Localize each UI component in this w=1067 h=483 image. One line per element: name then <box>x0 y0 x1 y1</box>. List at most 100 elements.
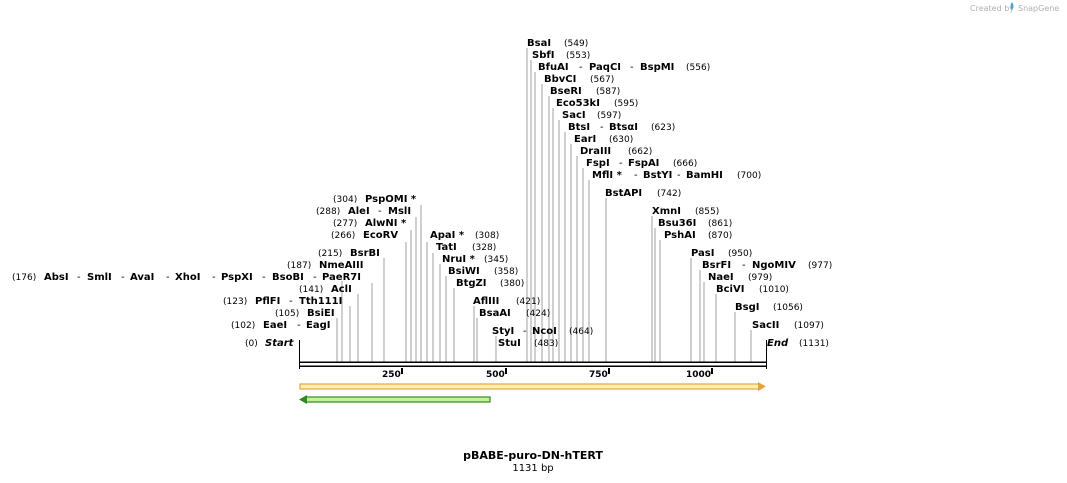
tick-label-1000: 1000 <box>686 370 711 380</box>
site-btsi[interactable]: BtsI - BtsαI (623) <box>568 122 675 133</box>
svg-text:EarI: EarI <box>574 134 596 145</box>
svg-text:-: - <box>262 272 266 283</box>
site-bsrfi[interactable]: BsrFI - NgoMIV (977) <box>702 260 832 271</box>
site-tati[interactable]: TatI (328) <box>436 242 496 253</box>
site-alei[interactable]: (288) AleI - MslI <box>316 206 411 217</box>
site-saci[interactable]: SacI (597) <box>562 110 621 121</box>
site-xmni[interactable]: XmnI (855) <box>652 206 719 217</box>
svg-text:BsgI: BsgI <box>735 302 759 313</box>
tick-500 <box>505 368 507 374</box>
site-pshai[interactable]: PshAI (870) <box>664 230 732 241</box>
svg-text:(277): (277) <box>333 219 357 229</box>
svg-text:(870): (870) <box>708 231 732 241</box>
svg-text:PaeR7I: PaeR7I <box>322 272 361 283</box>
svg-text:(345): (345) <box>484 255 508 265</box>
site-eari[interactable]: EarI (630) <box>574 134 633 145</box>
site-bsrbi[interactable]: (215) BsrBI <box>318 248 380 259</box>
svg-text:BstAPI: BstAPI <box>605 188 642 199</box>
svg-text:Eco53kI: Eco53kI <box>556 98 600 109</box>
svg-text:(662): (662) <box>628 147 652 157</box>
svg-text:(1131): (1131) <box>799 339 829 349</box>
sequence-backbone <box>299 340 767 369</box>
site-bsai[interactable]: BsaI (549) <box>527 38 588 49</box>
svg-text:BsiWI: BsiWI <box>448 266 480 277</box>
site-eco53ki[interactable]: Eco53kI (595) <box>556 98 638 109</box>
site-leader-lines <box>336 48 752 362</box>
site-nrui[interactable]: NruI * (345) <box>442 254 508 265</box>
site-bstapi[interactable]: BstAPI (742) <box>605 188 681 199</box>
svg-text:AclI: AclI <box>331 284 352 295</box>
svg-text:PasI: PasI <box>691 248 714 259</box>
svg-text:(328): (328) <box>472 243 496 253</box>
site-sacii[interactable]: SacII (1097) <box>752 320 824 331</box>
feature-reverse-green[interactable] <box>299 395 491 404</box>
site-pasi[interactable]: PasI (950) <box>691 248 752 259</box>
svg-text:PspOMI *: PspOMI * <box>365 194 417 205</box>
site-styi[interactable]: StyI - NcoI (464) <box>492 326 593 337</box>
site-absi[interactable]: (176) AbsI - SmlI - AvaI - XhoI - PspXI … <box>12 272 361 283</box>
site-pspomi[interactable]: (304) PspOMI * <box>333 194 417 205</box>
site-bcivi[interactable]: BciVI (1010) <box>716 284 789 295</box>
svg-text:XhoI: XhoI <box>175 272 200 283</box>
site-mfli[interactable]: MflI * - BstYI - BamHI (700) <box>592 170 761 181</box>
site-afliii[interactable]: AflIII (421) <box>473 296 540 307</box>
site-bfuai[interactable]: BfuAI - PaqCI - BspMI (556) <box>538 62 710 73</box>
svg-text:(595): (595) <box>614 99 638 109</box>
svg-text:-: - <box>289 296 293 307</box>
site-ecorv[interactable]: (266) EcoRV <box>331 230 398 241</box>
site-bsiei[interactable]: (105) BsiEI <box>275 308 335 319</box>
svg-text:-: - <box>378 206 382 217</box>
svg-text:(556): (556) <box>686 63 710 73</box>
site-eaei[interactable]: (102) EaeI - EagI <box>231 320 330 331</box>
site-bsgi[interactable]: BsgI (1056) <box>735 302 803 313</box>
svg-text:(215): (215) <box>318 249 342 259</box>
svg-text:BsoBI: BsoBI <box>272 272 304 283</box>
snapgene-credit: Created by SnapGene <box>970 2 1059 13</box>
site-naei[interactable]: NaeI (979) <box>708 272 772 283</box>
svg-text:(666): (666) <box>673 159 697 169</box>
tick-1000 <box>711 368 713 374</box>
snapgene-logo-icon <box>1010 2 1014 10</box>
site-btgzi[interactable]: BtgZI (380) <box>456 278 524 289</box>
feature-forward-orange[interactable] <box>299 382 766 391</box>
svg-text:(187): (187) <box>287 261 311 271</box>
site-bsu36i[interactable]: Bsu36I (861) <box>658 218 732 229</box>
site-alwni[interactable]: (277) AlwNI * <box>333 218 407 229</box>
svg-text:(304): (304) <box>333 195 357 205</box>
site-bsaai[interactable]: BsaAI (424) <box>479 308 550 319</box>
svg-text:-: - <box>619 158 623 169</box>
site-bsiwi[interactable]: BsiWI (358) <box>448 266 518 277</box>
ruler: 250 500 750 1000 <box>382 368 713 380</box>
site-end: End (1131) <box>767 338 829 349</box>
svg-text:(977): (977) <box>808 261 832 271</box>
site-fspi[interactable]: FspI - FspAI (666) <box>586 158 697 169</box>
svg-text:BciVI: BciVI <box>716 284 744 295</box>
tick-label-250: 250 <box>382 370 401 380</box>
svg-text:(567): (567) <box>590 75 614 85</box>
svg-text:PflFI: PflFI <box>255 296 280 307</box>
svg-text:StyI: StyI <box>492 326 514 337</box>
svg-text:(141): (141) <box>299 285 323 295</box>
site-sbfi[interactable]: SbfI (553) <box>532 50 590 61</box>
site-apai[interactable]: ApaI * (308) <box>430 230 499 241</box>
svg-text:(266): (266) <box>331 231 355 241</box>
svg-text:BsiEI: BsiEI <box>307 308 335 319</box>
site-acli[interactable]: (141) AclI <box>299 284 352 295</box>
svg-text:(587): (587) <box>596 87 620 97</box>
tick-750 <box>608 368 610 374</box>
svg-text:-: - <box>212 272 216 283</box>
svg-text:(424): (424) <box>526 309 550 319</box>
svg-text:SacI: SacI <box>562 110 586 121</box>
svg-text:(623): (623) <box>651 123 675 133</box>
site-bbvci[interactable]: BbvCI (567) <box>544 74 614 85</box>
svg-text:NmeAIII: NmeAIII <box>319 260 363 271</box>
svg-text:(1097): (1097) <box>794 321 824 331</box>
site-stui[interactable]: StuI (483) <box>498 338 558 349</box>
svg-text:BspMI: BspMI <box>640 62 674 73</box>
site-draiii[interactable]: DraIII (662) <box>580 146 652 157</box>
svg-text:MflI *: MflI * <box>592 170 623 181</box>
site-nmeaiii[interactable]: (187) NmeAIII <box>287 260 363 271</box>
site-bseri[interactable]: BseRI (587) <box>550 86 620 97</box>
svg-text:(700): (700) <box>737 171 761 181</box>
site-pflfi[interactable]: (123) PflFI - Tth111I <box>223 296 342 307</box>
